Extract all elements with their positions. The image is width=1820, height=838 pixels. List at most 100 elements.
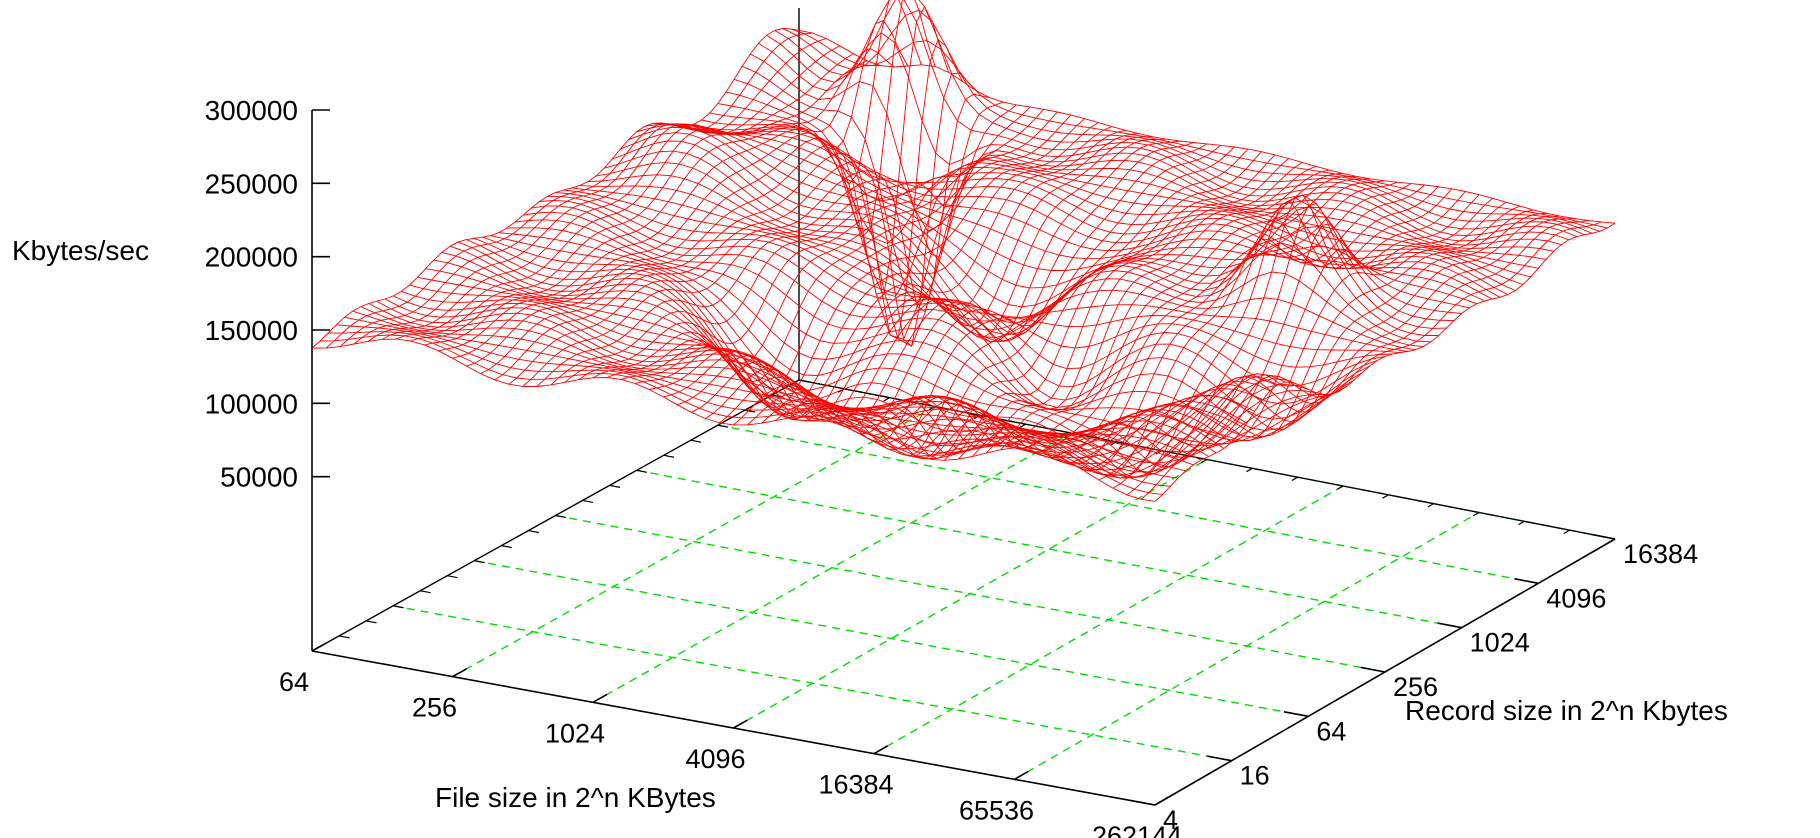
minor-tick (1019, 423, 1026, 429)
surface-line-x (1056, 205, 1520, 457)
minor-tick (1291, 476, 1298, 482)
minor-tick (1110, 441, 1117, 446)
minor-tick (1472, 511, 1480, 517)
surface-line-x (1140, 221, 1602, 500)
y-tick (1437, 622, 1462, 629)
y-tick (1207, 755, 1232, 762)
x-tick-label: 4096 (685, 744, 745, 774)
grid-line-y (636, 469, 1462, 629)
surface-line-x (410, 47, 895, 342)
surface-line-y (782, 9, 1600, 232)
minor-tick (1382, 494, 1389, 499)
z-tick-label: 300000 (205, 95, 298, 126)
minor-tick (1200, 458, 1208, 464)
minor-tick (501, 545, 512, 549)
x-tick (733, 719, 748, 729)
minor-tick (420, 590, 431, 594)
surface-line-x (775, 148, 1249, 457)
surface-line-x (325, 32, 813, 349)
surface-line-x (564, 108, 1045, 383)
surface-line-x (789, 151, 1262, 460)
surface-line-x (480, 38, 963, 375)
surface-line-y (360, 306, 1202, 461)
x-tick (873, 745, 889, 755)
minor-tick (393, 605, 404, 609)
surface-line-x (635, 126, 1112, 416)
minor-tick (928, 405, 936, 411)
surface-line-y (774, 0, 1593, 234)
surface-line-x (550, 106, 1031, 386)
surface-line-x (677, 136, 1153, 422)
minor-tick (717, 424, 729, 428)
minor-tick (338, 635, 350, 639)
y-tick (1360, 666, 1386, 673)
y-tick-label: 16384 (1623, 539, 1698, 569)
surface-line-x (620, 122, 1099, 409)
surface-line-x (494, 72, 977, 381)
surface-line-x (705, 140, 1180, 424)
z-tick-label: 50000 (220, 462, 298, 493)
surface-line-x (606, 118, 1085, 397)
surface-line-x (957, 184, 1425, 476)
x-tick-label: 262144 (1092, 821, 1182, 838)
y-tick-label: 4 (1163, 805, 1178, 835)
surface-line-x (986, 188, 1453, 478)
minor-tick (447, 575, 458, 579)
surface-line-x (943, 183, 1412, 471)
z-axis: 50000 100000 150000 200000 250000 300000 (205, 95, 330, 651)
surface-line-x (691, 138, 1167, 422)
z-tick-label: 250000 (205, 168, 298, 199)
y-tick (1591, 533, 1616, 540)
surface-line-y (579, 184, 1409, 352)
minor-tick (663, 454, 675, 458)
surface-line-x (438, 0, 922, 352)
grid-line-y (555, 514, 1386, 673)
minor-tick (366, 620, 377, 624)
surface-line-x (831, 162, 1303, 452)
surface-line-x (578, 111, 1058, 380)
minor-tick (744, 409, 756, 413)
minor-tick (1427, 503, 1434, 508)
surface-line-x (915, 180, 1384, 459)
surface-line-x (353, 45, 841, 345)
minor-tick (474, 560, 485, 564)
z-tick-label: 150000 (205, 315, 298, 346)
minor-tick (311, 650, 323, 654)
surface-line-x (1014, 194, 1480, 468)
y-axis-label: Record size in 2^n Kbytes (1405, 695, 1728, 726)
x-tick-label: 64 (279, 667, 309, 697)
surface-line-x (1070, 209, 1534, 464)
surface-line-y (660, 122, 1485, 302)
surface-line-x (311, 28, 800, 349)
minor-tick (528, 529, 539, 534)
surface-line-y (717, 103, 1539, 298)
x-axis-label: File size in 2^n KBytes (435, 782, 716, 813)
minor-tick (1336, 485, 1344, 490)
surface-line-x (536, 104, 1017, 387)
grid-line-y (474, 559, 1309, 718)
z-tick-label: 200000 (205, 242, 298, 273)
surface-line-x (466, 5, 950, 367)
x-tick (1014, 770, 1029, 781)
y-tick-label: 4096 (1546, 583, 1606, 613)
surface-line-x (367, 53, 854, 342)
y-tick (1514, 577, 1539, 585)
minor-tick (636, 469, 648, 473)
surface-line-x (1098, 215, 1561, 481)
surface-line-x (1028, 197, 1493, 458)
minor-tick (690, 439, 702, 443)
surface-mesh (311, 0, 1616, 502)
surface-line-x (663, 133, 1140, 422)
surface-line-x (733, 143, 1208, 435)
surface-line-x (719, 142, 1194, 428)
minor-tick (1563, 529, 1570, 535)
surface-line-x (424, 20, 909, 346)
x-tick-label: 65536 (959, 795, 1034, 825)
surface-line-x (1126, 219, 1588, 496)
axis-labels: Kbytes/sec File size in 2^n KBytes Recor… (12, 235, 1728, 813)
minor-tick (1518, 520, 1525, 526)
x-tick (311, 642, 327, 652)
y-tick (1283, 711, 1309, 718)
surface-line-x (396, 65, 881, 340)
